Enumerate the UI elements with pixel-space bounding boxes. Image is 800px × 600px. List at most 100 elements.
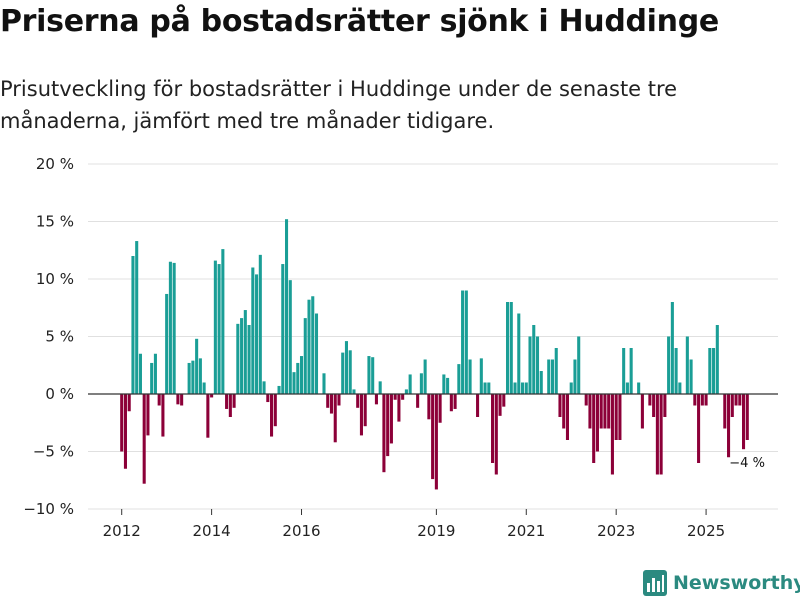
- bar: [431, 394, 435, 480]
- bar: [584, 394, 588, 406]
- bar: [723, 394, 727, 429]
- bar: [689, 359, 693, 394]
- end-value-label: −4 %: [729, 456, 765, 471]
- bar: [153, 353, 157, 394]
- bar: [614, 394, 618, 440]
- bar: [187, 362, 191, 394]
- bar: [180, 394, 184, 406]
- bar: [135, 241, 139, 394]
- bar: [266, 394, 270, 403]
- bar: [165, 293, 169, 394]
- bar: [457, 364, 461, 394]
- bar: [595, 394, 599, 452]
- x-tick-label: 2023: [597, 522, 635, 540]
- bar: [607, 394, 611, 429]
- bar: [228, 394, 232, 417]
- bar: [213, 260, 217, 394]
- bar: [348, 350, 352, 394]
- bar: [697, 394, 701, 463]
- bar: [150, 362, 154, 394]
- bar: [446, 377, 450, 394]
- bar: [217, 264, 221, 394]
- bar: [610, 394, 614, 475]
- bar: [131, 256, 135, 394]
- bar: [236, 323, 240, 394]
- bar: [730, 394, 734, 417]
- bar: [240, 318, 244, 394]
- bar-chart: 20 % 15 % 10 % 5 % 0 % −5 % −10 % 2012 2014 2016 2…: [23, 155, 778, 540]
- bar: [625, 382, 629, 394]
- y-tick-label: 5 %: [45, 328, 74, 346]
- bars: [120, 219, 749, 490]
- bar: [464, 290, 468, 394]
- bar: [622, 348, 626, 394]
- bar: [535, 336, 540, 394]
- bar: [550, 359, 555, 394]
- bar: [547, 359, 551, 394]
- bar: [326, 394, 330, 408]
- brand-name: Newsworthy: [673, 572, 800, 594]
- bar: [367, 356, 371, 394]
- bar: [592, 394, 596, 463]
- bar: [161, 394, 165, 437]
- bar: [374, 394, 378, 405]
- y-tick-label: −5 %: [33, 443, 74, 461]
- bar: [401, 394, 405, 400]
- bar: [554, 348, 558, 394]
- bar: [393, 394, 397, 400]
- bar: [258, 254, 262, 394]
- bar: [565, 394, 570, 440]
- bar: [221, 249, 225, 394]
- bar: [745, 394, 749, 440]
- bar: [195, 338, 199, 394]
- bar: [382, 394, 386, 473]
- bar: [419, 373, 423, 394]
- bar: [577, 336, 581, 394]
- x-tick-label: 2016: [282, 522, 320, 540]
- bar: [573, 359, 577, 394]
- bar-chart-logo-icon: [643, 570, 667, 596]
- bar: [288, 280, 292, 394]
- bar: [693, 394, 697, 406]
- bar: [341, 352, 345, 394]
- bar: [648, 394, 652, 406]
- bar: [416, 394, 420, 408]
- bar: [629, 348, 633, 394]
- bar: [273, 394, 277, 427]
- bar: [487, 382, 491, 394]
- bar: [281, 264, 285, 394]
- bar: [127, 394, 131, 412]
- bar: [243, 310, 247, 394]
- bar: [363, 394, 367, 427]
- bar: [738, 394, 742, 406]
- bar: [461, 290, 465, 394]
- bar: [670, 302, 674, 394]
- bar: [146, 394, 150, 436]
- tick-labels: 20 % 15 % 10 % 5 % 0 % −5 % −10 % 2012 2014 2016 2…: [23, 155, 765, 540]
- bar: [449, 394, 453, 412]
- bar: [285, 219, 289, 394]
- bar: [251, 267, 255, 394]
- bar: [562, 394, 566, 429]
- bar: [299, 356, 304, 394]
- bar: [225, 394, 229, 409]
- bar: [389, 394, 393, 444]
- bar: [138, 353, 142, 394]
- bar: [569, 382, 573, 394]
- bar: [640, 394, 644, 429]
- x-tick-label: 2021: [507, 522, 545, 540]
- bar: [397, 394, 401, 422]
- bar: [157, 394, 161, 406]
- y-tick-label: 20 %: [36, 155, 74, 173]
- bar: [742, 394, 746, 450]
- bar: [524, 382, 528, 394]
- bar: [468, 359, 472, 394]
- bar: [588, 394, 592, 429]
- bar: [734, 394, 738, 406]
- bar: [202, 382, 206, 394]
- bar: [603, 394, 607, 429]
- bar: [479, 358, 483, 394]
- chart-subtitle: Prisutveckling för bostadsrätter i Huddi…: [0, 77, 678, 133]
- bar: [532, 325, 536, 394]
- bar: [232, 394, 236, 408]
